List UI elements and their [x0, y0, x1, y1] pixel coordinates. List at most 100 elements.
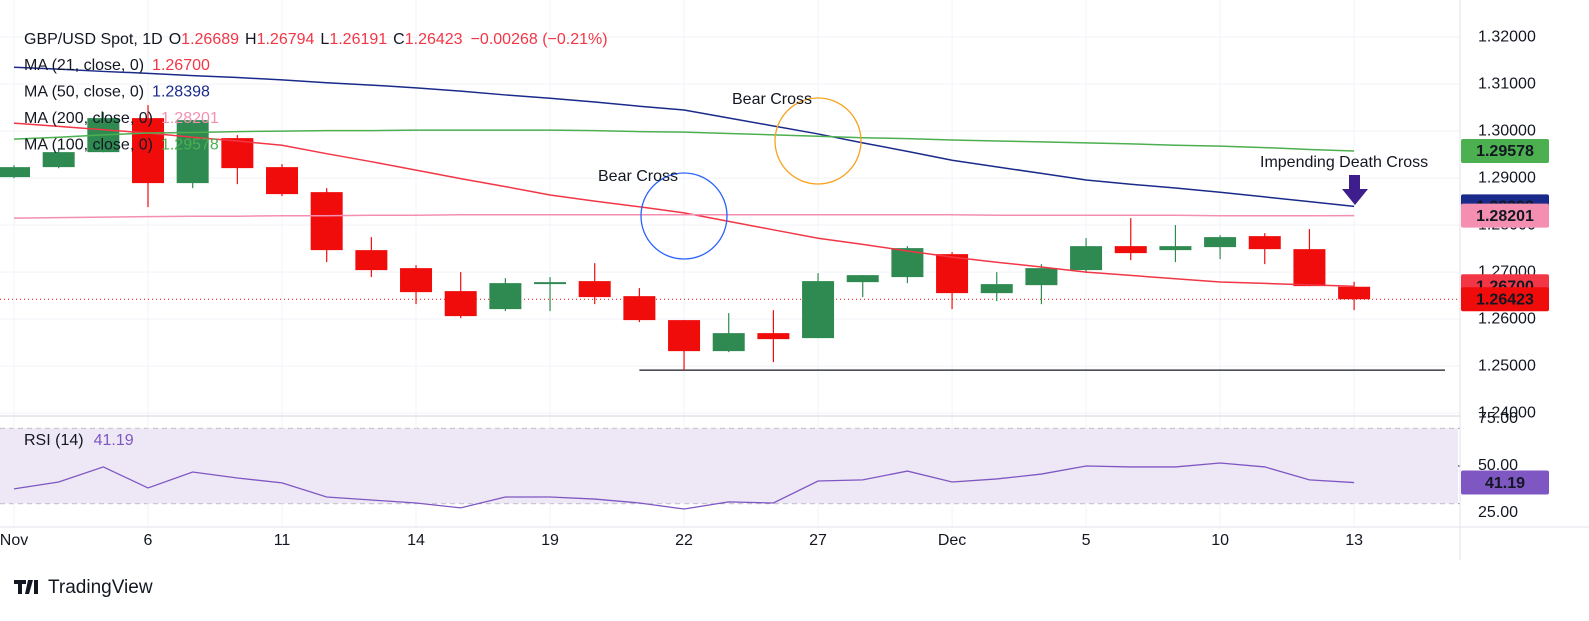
rsi-tick-label: 25.00 — [1478, 504, 1518, 521]
x-tick-label: Dec — [938, 532, 966, 549]
annotation: Impending Death Cross — [1260, 154, 1428, 171]
legend-text: O — [169, 31, 181, 48]
candle-body — [668, 320, 701, 352]
candle-body — [980, 284, 1013, 294]
candle-body — [1070, 246, 1103, 271]
y-tick-label: 1.32000 — [1478, 28, 1536, 45]
rsi-band — [0, 428, 1458, 504]
candle-body — [1159, 246, 1192, 251]
legend-row: MA (100, close, 0) 1.29578 — [24, 137, 219, 154]
legend-text: L — [320, 31, 329, 48]
legend-text: 1.29578 — [161, 137, 219, 154]
legend-row: MA (50, close, 0) 1.28398 — [24, 84, 210, 101]
candle-body — [1114, 246, 1147, 254]
x-tick-label: 27 — [809, 532, 827, 549]
overlay: 1.240001.250001.260001.270001.280001.290… — [0, 28, 1549, 549]
legend-text: H — [245, 31, 257, 48]
candle-body — [846, 275, 879, 283]
candle-body — [221, 138, 254, 169]
x-tick-label: 14 — [407, 532, 425, 549]
brand: TradingView — [48, 577, 153, 598]
ma-line — [13, 122, 1355, 287]
annotation: Bear Cross — [732, 91, 812, 108]
legend-text: 1.26423 — [405, 31, 463, 48]
legend-text: 1.28398 — [152, 84, 210, 101]
x-tick-label: 11 — [274, 532, 291, 549]
annotation: Bear Cross — [598, 168, 678, 185]
candle-body — [757, 333, 790, 340]
candle-body — [0, 167, 30, 178]
ma-line — [13, 214, 1355, 219]
legend-text: MA (21, close, 0) — [24, 57, 144, 74]
legend-text: −0.00268 (−0.21%) — [471, 31, 608, 48]
candle-body — [936, 254, 969, 294]
candle-body — [1204, 237, 1237, 248]
legend-row: MA (21, close, 0) 1.26700 — [24, 57, 210, 74]
legend-text: MA (100, close, 0) — [24, 137, 153, 154]
legend-text: 1.26794 — [257, 31, 315, 48]
legend-row: GBP/USD Spot, 1D O1.26689 H1.26794 L1.26191… — [24, 31, 608, 48]
price-badge — [1461, 138, 1549, 163]
candle-body — [1293, 249, 1326, 287]
y-tick-label: 1.26000 — [1478, 310, 1536, 327]
candle-body — [355, 250, 388, 271]
rsi-tick-label: 75.00 — [1478, 410, 1518, 427]
logo: TradingView — [14, 577, 153, 598]
candle-body — [1338, 286, 1371, 300]
y-tick-label: 1.24000 — [1478, 404, 1536, 421]
y-tick-label: 1.31000 — [1478, 75, 1536, 92]
candle-body — [42, 152, 75, 168]
legend-text: 1.26191 — [329, 31, 387, 48]
price-badge-label: 41.19 — [1485, 475, 1525, 492]
candle-body — [534, 282, 567, 285]
x-tick-label: 10 — [1211, 532, 1229, 549]
candle-body — [578, 281, 611, 298]
price-badge-label: 1.29578 — [1476, 143, 1534, 160]
logo-mark — [14, 580, 38, 594]
price-badge — [1461, 470, 1549, 495]
plot — [0, 66, 1460, 510]
annotation-circle — [774, 97, 862, 185]
x-tick-label: 13 — [1345, 532, 1363, 549]
y-tick-label: 1.25000 — [1478, 357, 1536, 374]
legend-text: RSI (14) — [24, 432, 84, 449]
legend-text: 1.26689 — [181, 31, 239, 48]
price-badge-label: 1.26423 — [1476, 291, 1534, 308]
x-tick-label: Nov — [0, 532, 28, 549]
candle-body — [802, 281, 835, 339]
price-badge — [1461, 287, 1549, 312]
candle-body — [310, 192, 343, 251]
legend-text: MA (200, close, 0) — [24, 110, 153, 127]
legend-text: MA (50, close, 0) — [24, 84, 144, 101]
legend-text: 41.19 — [94, 432, 134, 449]
x-tick-label: 6 — [144, 532, 153, 549]
annotation-circle — [640, 172, 728, 260]
y-tick-label: 1.30000 — [1478, 122, 1536, 139]
rsi-tick-label: 50.00 — [1478, 457, 1518, 474]
legend-text: 1.28201 — [161, 110, 219, 127]
legend-text: GBP/USD Spot, 1D — [24, 31, 163, 48]
ma-line — [13, 129, 1355, 152]
price-badge-label: 1.28201 — [1476, 208, 1534, 225]
y-tick-label: 1.29000 — [1478, 169, 1536, 186]
candle-body — [132, 118, 165, 184]
legend-text: C — [393, 31, 405, 48]
rsi-line — [13, 462, 1355, 510]
ma-line — [13, 66, 1355, 208]
x-tick-label: 19 — [541, 532, 559, 549]
candle-body — [623, 296, 656, 321]
candle-body — [176, 120, 209, 184]
annotation-arrow — [1342, 175, 1368, 205]
x-tick-label: 22 — [675, 532, 693, 549]
candle-body — [400, 268, 433, 293]
legend-row: MA (200, close, 0) 1.28201 — [24, 110, 219, 127]
candle-body — [712, 333, 745, 352]
candle-body — [266, 167, 299, 195]
candle-body — [1248, 236, 1281, 250]
candle-body — [444, 291, 477, 317]
candle-body — [1025, 268, 1058, 286]
legend-row: RSI (14) 41.19 — [24, 432, 134, 449]
x-tick-label: 5 — [1082, 532, 1091, 549]
